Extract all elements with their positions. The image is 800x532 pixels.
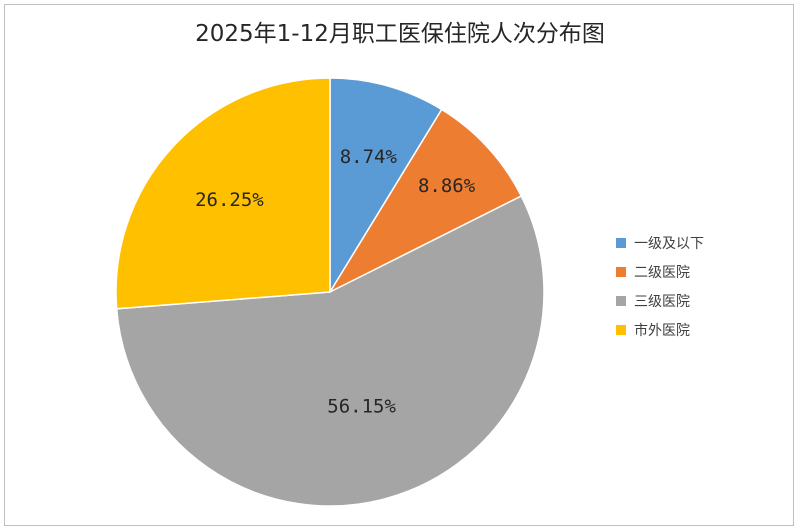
pie-slice-level1 [329,77,443,295]
chart-title: 2025年1-12月职工医保住院人次分布图 [195,21,605,47]
legend-label: 市外医院 [634,322,690,339]
legend-swatch [616,324,626,335]
legend-swatch [616,266,626,277]
legend-swatch [616,295,626,306]
legend-item-level2: 二级医院 [616,257,766,286]
legend: 一级及以下 二级医院 三级医院 市外医院 [616,228,766,344]
legend-item-level3: 三级医院 [616,286,766,315]
legend-swatch [616,237,626,248]
legend-label: 二级医院 [634,264,690,281]
legend-label: 一级及以下 [634,235,704,252]
data-label-level1: 8.74% [340,146,398,168]
data-label-level2: 8.86% [418,175,476,197]
legend-item-outside-city: 市外医院 [616,315,766,344]
legend-label: 三级医院 [634,293,690,310]
data-label-outside-city: 26.25% [195,189,264,211]
pie-slice-level2 [327,108,523,294]
legend-item-level1: 一级及以下 [616,228,766,257]
data-label-level3: 56.15% [327,395,396,417]
pie-slice-level3 [115,195,545,507]
pie-slice-outside-city [115,77,331,310]
